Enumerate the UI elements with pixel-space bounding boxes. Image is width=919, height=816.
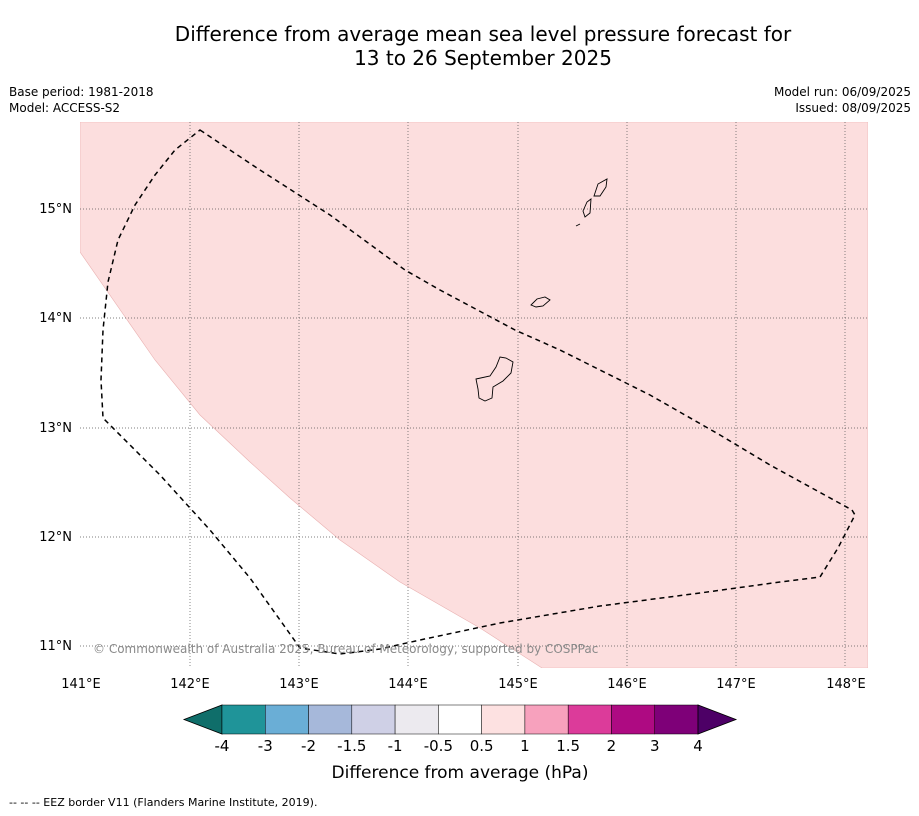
colorbar-swatch — [567, 704, 612, 735]
map-area: © Commonwealth of Australia 2025, Bureau… — [80, 122, 868, 668]
lon-tick-144: 144°E — [388, 677, 428, 692]
title-line-2: 13 to 26 September 2025 — [354, 46, 612, 70]
colorbar-label: -0.5 — [424, 737, 453, 755]
colorbar-swatch — [351, 704, 396, 735]
latitude-ticks: 15°N 14°N 13°N 12°N 11°N — [39, 202, 72, 654]
gridlines — [80, 122, 868, 668]
colorbar-label: 1 — [520, 737, 530, 755]
colorbar-title: Difference from average (hPa) — [332, 763, 589, 783]
colorbar-swatch — [308, 704, 353, 735]
lat-tick-14: 14°N — [39, 311, 72, 326]
lon-tick-141: 141°E — [61, 677, 101, 692]
colorbar-swatch — [481, 704, 526, 735]
colorbar-arrow-low — [182, 704, 223, 735]
colorbar-label: -3 — [258, 737, 273, 755]
lat-tick-12: 12°N — [39, 530, 72, 545]
colorbar-label: -1 — [388, 737, 403, 755]
colorbar-label: 1.5 — [556, 737, 580, 755]
lon-tick-145: 145°E — [498, 677, 538, 692]
lat-tick-15: 15°N — [39, 202, 72, 217]
island-saipan — [593, 178, 608, 197]
colorbar-swatches — [182, 704, 738, 735]
island-guam — [475, 356, 514, 402]
colorbar-label: 4 — [693, 737, 703, 755]
model-name: Model: ACCESS-S2 — [9, 101, 121, 115]
eez-legend-note: -- -- -- EEZ border V11 (Flanders Marine… — [9, 796, 318, 809]
colorbar-label: 0.5 — [470, 737, 494, 755]
colorbar-label: -1.5 — [337, 737, 366, 755]
lon-tick-143: 143°E — [279, 677, 319, 692]
colorbar-swatch — [438, 704, 482, 735]
copyright-text: © Commonwealth of Australia 2025, Bureau… — [93, 642, 598, 656]
longitude-ticks: 141°E 142°E 143°E 144°E 145°E 146°E 147°… — [61, 677, 866, 692]
colorbar-swatch — [611, 704, 655, 735]
anomaly-shading-0.5-1 — [80, 122, 868, 668]
lon-tick-148: 148°E — [826, 677, 866, 692]
colorbar-label: -4 — [215, 737, 230, 755]
island-rota — [530, 296, 551, 308]
colorbar-swatch — [654, 704, 699, 735]
island-aguijan — [575, 223, 581, 227]
colorbar-label: 3 — [650, 737, 660, 755]
colorbar-swatch — [265, 704, 309, 735]
colorbar-swatch — [524, 704, 569, 735]
colorbar-label: 2 — [607, 737, 617, 755]
colorbar-labels: -4 -3 -2 -1.5 -1 -0.5 0.5 1 1.5 2 3 4 — [215, 737, 703, 755]
meta-left: Base period: 1981-2018 Model: ACCESS-S2 — [9, 84, 154, 116]
model-run: Model run: 06/09/2025 — [773, 85, 911, 99]
meta-right: Model run: 06/09/2025 Issued: 08/09/2025 — [774, 84, 911, 116]
eez-border — [100, 129, 856, 655]
issued-date: Issued: 08/09/2025 — [795, 101, 911, 115]
colorbar-arrow-high — [697, 704, 738, 735]
lon-tick-142: 142°E — [170, 677, 210, 692]
island-tinian — [582, 198, 592, 218]
lat-tick-13: 13°N — [39, 421, 72, 436]
colorbar-label: -2 — [301, 737, 316, 755]
lon-tick-147: 147°E — [716, 677, 756, 692]
map-title: Difference from average mean sea level p… — [0, 22, 919, 70]
lon-tick-146: 146°E — [607, 677, 647, 692]
colorbar-swatch — [394, 704, 439, 735]
lat-tick-11: 11°N — [39, 639, 72, 654]
colorbar-swatch — [221, 704, 266, 735]
title-line-1: Difference from average mean sea level p… — [174, 22, 792, 46]
map-panel: © Commonwealth of Australia 2025, Bureau… — [39, 122, 868, 692]
base-period: Base period: 1981-2018 — [9, 85, 154, 99]
islands — [475, 178, 608, 402]
